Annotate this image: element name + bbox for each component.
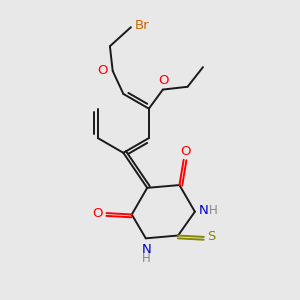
Text: H: H bbox=[209, 204, 218, 217]
Text: O: O bbox=[158, 74, 169, 87]
Text: N: N bbox=[199, 204, 208, 217]
Text: S: S bbox=[207, 230, 216, 243]
Text: N: N bbox=[142, 242, 151, 256]
Text: O: O bbox=[97, 64, 108, 77]
Text: Br: Br bbox=[134, 19, 149, 32]
Text: O: O bbox=[180, 145, 190, 158]
Text: H: H bbox=[142, 252, 151, 265]
Text: O: O bbox=[93, 207, 103, 220]
